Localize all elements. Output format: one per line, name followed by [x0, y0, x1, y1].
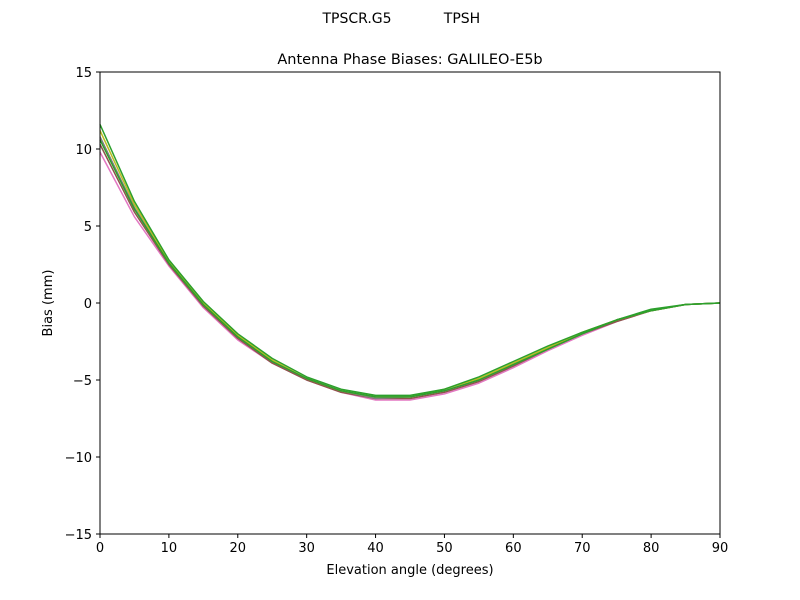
y-tick-label: 15 [75, 66, 92, 81]
x-tick-label: 10 [161, 541, 178, 556]
y-tick-label: −5 [73, 374, 92, 389]
chart-title: Antenna Phase Biases: GALILEO-E5b [277, 52, 542, 68]
suptitle-right: TPSH [443, 11, 480, 27]
suptitle-left: TPSCR.G5 [321, 11, 391, 27]
plot-frame [99, 71, 721, 535]
y-tick-label: 0 [84, 297, 92, 312]
series-line-5 [99, 124, 721, 397]
x-axis: 0 10 20 30 40 50 60 70 80 90 [96, 534, 728, 556]
x-tick-label: 30 [298, 541, 315, 556]
x-axis-label: Elevation angle (degrees) [326, 563, 493, 578]
x-tick-label: 70 [574, 541, 591, 556]
x-tick-label: 60 [505, 541, 522, 556]
series-layer [99, 124, 721, 401]
series-line-3 [99, 136, 721, 400]
series-line-1 [99, 151, 721, 401]
x-tick-label: 0 [96, 541, 104, 556]
x-tick-label: 80 [643, 541, 660, 556]
series-line-2 [99, 144, 721, 400]
x-tick-label: 90 [712, 541, 729, 556]
x-tick-label: 50 [436, 541, 453, 556]
x-tick-label: 20 [230, 541, 247, 556]
series-line-4 [99, 130, 721, 398]
y-tick-label: 10 [75, 143, 92, 158]
y-tick-label: 5 [84, 220, 92, 235]
series-line-6 [99, 139, 721, 398]
y-axis-label: Bias (mm) [41, 270, 56, 337]
y-tick-label: −15 [65, 528, 92, 543]
y-tick-label: −10 [65, 451, 92, 466]
y-axis: 15 10 5 0 −5 −10 −15 [65, 66, 100, 543]
x-tick-label: 40 [367, 541, 384, 556]
